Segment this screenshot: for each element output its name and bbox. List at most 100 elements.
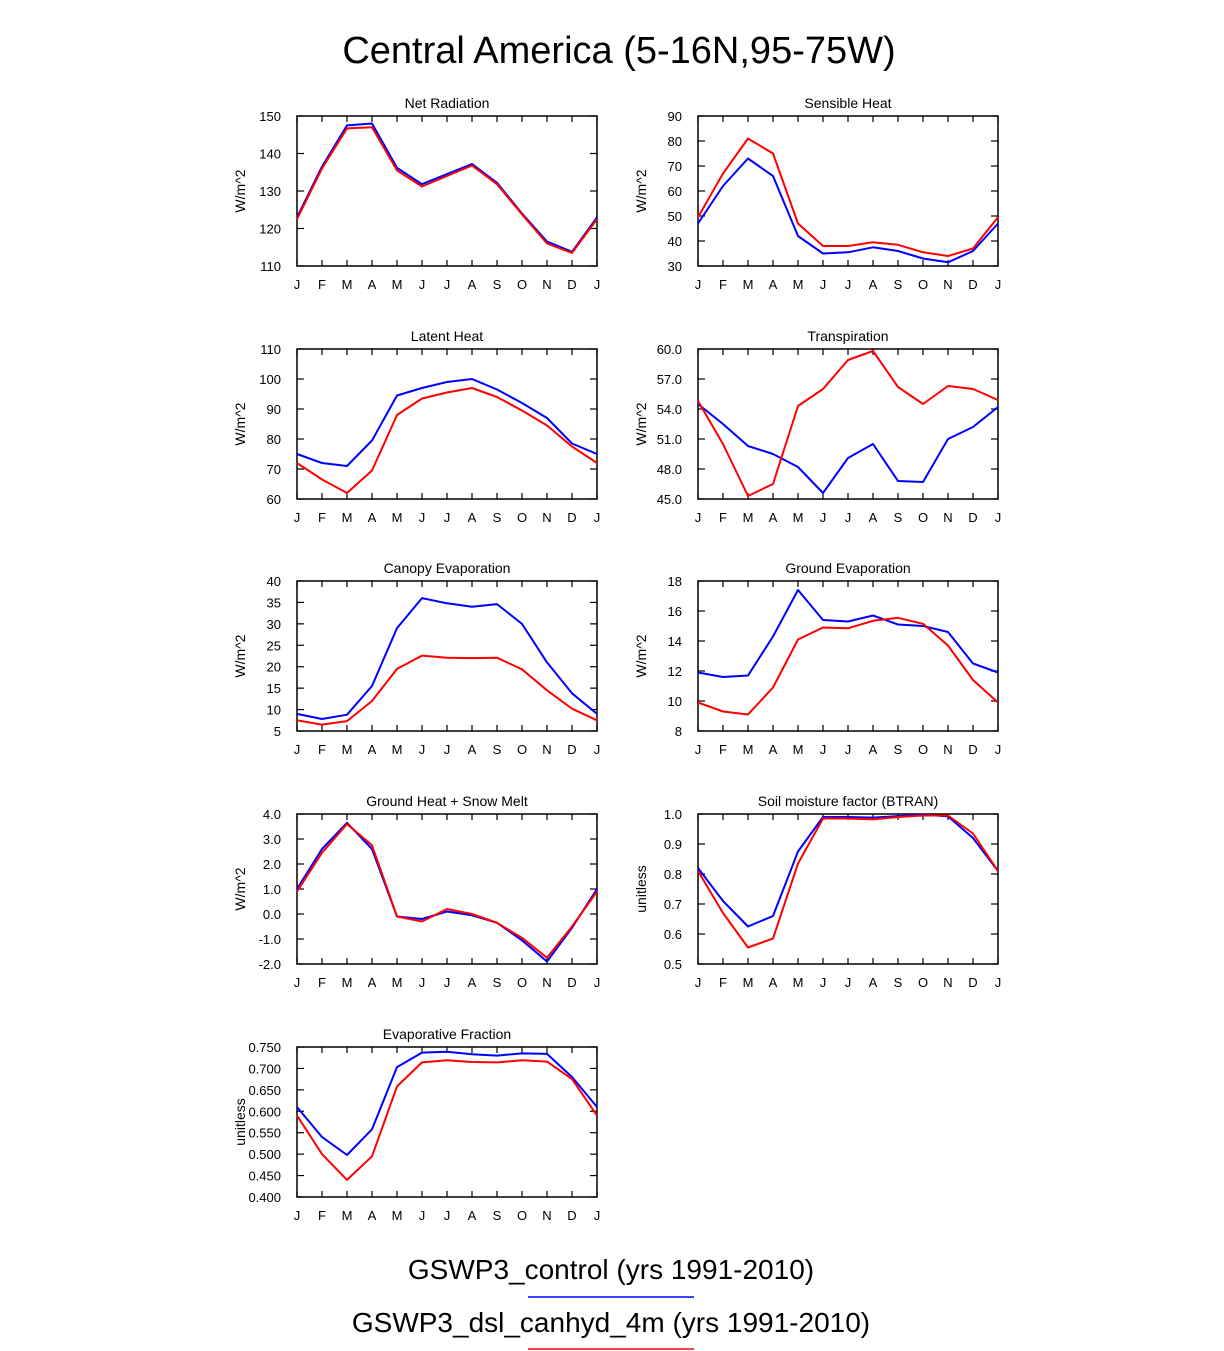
x-tick-label: O xyxy=(918,742,928,757)
y-tick-label: -1.0 xyxy=(259,932,281,947)
panel-title-canopy-evaporation: Canopy Evaporation xyxy=(384,560,511,576)
x-tick-label: N xyxy=(542,510,551,525)
x-tick-label: A xyxy=(368,742,377,757)
x-tick-label: D xyxy=(968,975,977,990)
x-tick-label: O xyxy=(918,277,928,292)
y-tick-label: 0.750 xyxy=(248,1040,281,1055)
x-tick-label: S xyxy=(493,1208,502,1223)
y-tick-label: 14 xyxy=(668,634,682,649)
series-line-gswp3-dsl-canhyd-4m-yrs-1991-2010 xyxy=(296,126,598,254)
y-tick-label: 2.0 xyxy=(263,857,281,872)
x-tick-label: D xyxy=(968,277,977,292)
figure-title: Central America (5-16N,95-75W) xyxy=(342,30,895,72)
y-tick-label: 50 xyxy=(668,209,682,224)
x-tick-label: J xyxy=(820,277,827,292)
y-tick-label: 0.8 xyxy=(664,867,682,882)
y-tick-label: 0.6 xyxy=(664,927,682,942)
x-tick-label: S xyxy=(493,510,502,525)
x-tick-label: M xyxy=(793,510,804,525)
y-tick-label: 130 xyxy=(259,184,281,199)
x-tick-label: J xyxy=(444,975,451,990)
series-line-gswp3-dsl-canhyd-4m-yrs-1991-2010 xyxy=(296,1059,598,1181)
plot-frame xyxy=(697,115,999,267)
x-tick-label: M xyxy=(392,510,403,525)
panel-title-evaporative-fraction: Evaporative Fraction xyxy=(383,1026,511,1042)
x-tick-label: D xyxy=(567,742,576,757)
panel-title-ground-evaporation: Ground Evaporation xyxy=(785,560,910,576)
x-tick-label: O xyxy=(517,742,527,757)
x-tick-label: M xyxy=(793,742,804,757)
x-tick-label: J xyxy=(294,742,301,757)
x-tick-label: J xyxy=(995,742,1002,757)
x-tick-label: A xyxy=(468,975,477,990)
series-line-gswp3-dsl-canhyd-4m-yrs-1991-2010 xyxy=(697,350,999,497)
x-tick-label: F xyxy=(719,742,727,757)
panel-title-transpiration: Transpiration xyxy=(807,328,888,344)
x-tick-label: J xyxy=(845,742,852,757)
x-tick-label: J xyxy=(845,975,852,990)
y-tick-label: 60.0 xyxy=(657,342,682,357)
x-tick-label: A xyxy=(769,510,778,525)
y-tick-label: 20 xyxy=(267,660,281,675)
x-tick-label: A xyxy=(869,975,878,990)
x-tick-label: J xyxy=(695,975,702,990)
y-tick-label: 16 xyxy=(668,604,682,619)
y-tick-label: 10 xyxy=(668,694,682,709)
series-line-gswp3-dsl-canhyd-4m-yrs-1991-2010 xyxy=(296,823,598,959)
x-tick-label: A xyxy=(368,277,377,292)
x-tick-label: A xyxy=(468,1208,477,1223)
x-tick-label: M xyxy=(743,742,754,757)
x-tick-label: A xyxy=(869,742,878,757)
x-tick-label: J xyxy=(594,1208,601,1223)
x-tick-label: N xyxy=(542,277,551,292)
x-tick-label: O xyxy=(517,277,527,292)
panel-title-ground-heat-snow-melt: Ground Heat + Snow Melt xyxy=(366,793,528,809)
x-tick-label: S xyxy=(493,277,502,292)
y-tick-label: 1.0 xyxy=(263,882,281,897)
x-tick-label: A xyxy=(368,975,377,990)
series-line-gswp3-control-yrs-1991-2010 xyxy=(697,813,999,928)
x-tick-label: N xyxy=(943,975,952,990)
y-axis-label: W/m^2 xyxy=(633,634,649,677)
x-tick-label: M xyxy=(392,277,403,292)
y-tick-label: 54.0 xyxy=(657,402,682,417)
x-tick-label: F xyxy=(719,975,727,990)
series-line-gswp3-dsl-canhyd-4m-yrs-1991-2010 xyxy=(296,654,598,726)
x-tick-label: O xyxy=(918,510,928,525)
y-tick-label: 80 xyxy=(668,134,682,149)
x-tick-label: S xyxy=(894,975,903,990)
x-tick-label: M xyxy=(743,975,754,990)
series-line-gswp3-control-yrs-1991-2010 xyxy=(697,157,999,264)
y-tick-label: 100 xyxy=(259,372,281,387)
y-tick-label: 57.0 xyxy=(657,372,682,387)
legend: GSWP3_control (yrs 1991-2010) GSWP3_dsl_… xyxy=(352,1254,870,1350)
x-tick-label: M xyxy=(793,975,804,990)
y-tick-label: 1.0 xyxy=(664,807,682,822)
x-tick-label: N xyxy=(542,742,551,757)
x-tick-label: F xyxy=(318,975,326,990)
panel-title-soil-moisture-factor-btran: Soil moisture factor (BTRAN) xyxy=(758,793,938,809)
x-tick-label: A xyxy=(769,742,778,757)
x-tick-label: N xyxy=(943,277,952,292)
series-line-gswp3-control-yrs-1991-2010 xyxy=(697,403,999,494)
y-axis-label: W/m^2 xyxy=(633,402,649,445)
x-tick-label: J xyxy=(419,975,426,990)
y-tick-label: 80 xyxy=(267,432,281,447)
y-tick-label: 70 xyxy=(668,159,682,174)
x-tick-label: J xyxy=(419,510,426,525)
y-tick-label: 5 xyxy=(274,724,281,739)
y-tick-label: 45.0 xyxy=(657,492,682,507)
x-tick-label: J xyxy=(594,277,601,292)
y-tick-label: 8 xyxy=(675,724,682,739)
y-tick-label: 40 xyxy=(267,574,281,589)
x-tick-label: J xyxy=(419,1208,426,1223)
y-axis-label: W/m^2 xyxy=(633,169,649,212)
x-tick-label: J xyxy=(594,975,601,990)
x-tick-label: J xyxy=(444,277,451,292)
y-tick-label: 35 xyxy=(267,595,281,610)
